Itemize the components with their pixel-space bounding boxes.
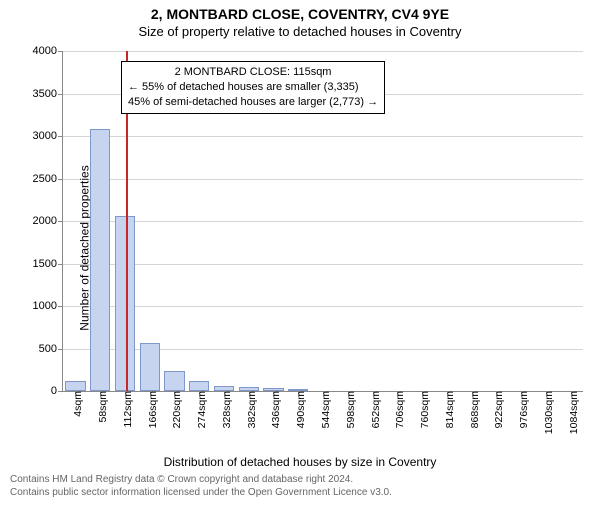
xtick-label: 1030sqm <box>537 391 555 434</box>
ytick-label: 2000 <box>33 215 63 227</box>
xtick-label: 274sqm <box>190 391 208 428</box>
xtick-label: 220sqm <box>165 391 183 428</box>
xtick-label: 706sqm <box>388 391 406 428</box>
bar <box>115 216 135 391</box>
xtick-label: 382sqm <box>240 391 258 428</box>
xtick-label: 760sqm <box>413 391 431 428</box>
plot-area: 050010001500200025003000350040004sqm58sq… <box>62 51 583 392</box>
xtick-label: 1084sqm <box>562 391 580 434</box>
xtick-label: 976sqm <box>512 391 530 428</box>
xtick-label: 4sqm <box>66 391 84 417</box>
bar <box>90 129 110 391</box>
xtick-label: 58sqm <box>91 391 109 423</box>
xtick-label: 652sqm <box>364 391 382 428</box>
ytick-label: 1500 <box>33 258 63 270</box>
xtick-label: 814sqm <box>438 391 456 428</box>
ytick-label: 0 <box>51 385 63 397</box>
annotation-line2: ← 55% of detached houses are smaller (3,… <box>128 80 378 95</box>
footer-line1: Contains HM Land Registry data © Crown c… <box>10 473 590 486</box>
xtick-label: 922sqm <box>487 391 505 428</box>
xtick-label: 166sqm <box>141 391 159 428</box>
bar <box>189 381 209 391</box>
xtick-label: 490sqm <box>289 391 307 428</box>
gridline-h <box>63 51 583 52</box>
ytick-label: 3000 <box>33 130 63 142</box>
chart-container: Number of detached properties 0500100015… <box>0 43 600 453</box>
bar <box>164 371 184 391</box>
footer: Contains HM Land Registry data © Crown c… <box>0 469 600 499</box>
annotation-box: 2 MONTBARD CLOSE: 115sqm ← 55% of detach… <box>121 61 385 114</box>
xtick-label: 868sqm <box>463 391 481 428</box>
chart-title-main: 2, MONTBARD CLOSE, COVENTRY, CV4 9YE <box>0 6 600 22</box>
ytick-label: 1000 <box>33 300 63 312</box>
xtick-label: 544sqm <box>314 391 332 428</box>
gridline-h <box>63 179 583 180</box>
ytick-label: 3500 <box>33 88 63 100</box>
chart-title-sub: Size of property relative to detached ho… <box>0 24 600 39</box>
ytick-label: 4000 <box>33 45 63 57</box>
x-axis-label: Distribution of detached houses by size … <box>0 455 600 469</box>
bar <box>140 343 160 391</box>
xtick-label: 328sqm <box>215 391 233 428</box>
gridline-h <box>63 221 583 222</box>
xtick-label: 598sqm <box>339 391 357 428</box>
footer-line2: Contains public sector information licen… <box>10 486 590 499</box>
gridline-h <box>63 306 583 307</box>
annotation-line3: 45% of semi-detached houses are larger (… <box>128 95 378 110</box>
annotation-line1: 2 MONTBARD CLOSE: 115sqm <box>128 65 378 80</box>
xtick-label: 436sqm <box>264 391 282 428</box>
bar <box>65 381 85 391</box>
ytick-label: 2500 <box>33 173 63 185</box>
gridline-h <box>63 136 583 137</box>
gridline-h <box>63 264 583 265</box>
ytick-label: 500 <box>39 343 63 355</box>
xtick-label: 112sqm <box>116 391 134 428</box>
